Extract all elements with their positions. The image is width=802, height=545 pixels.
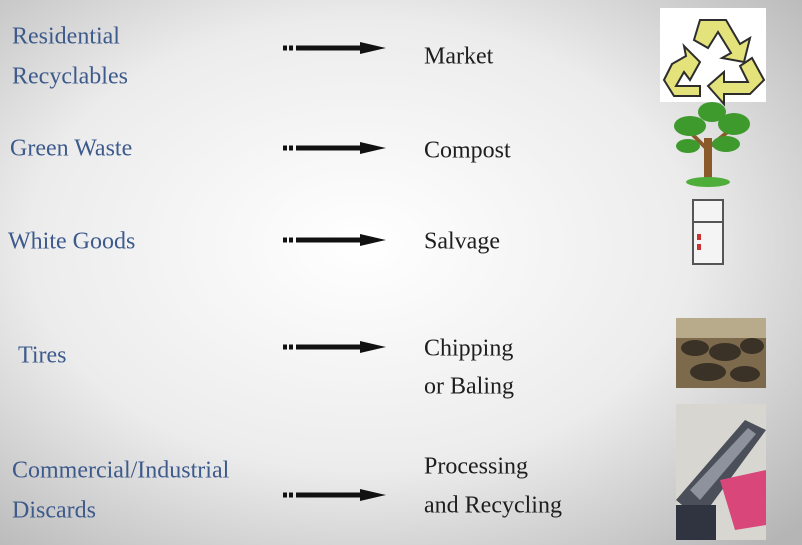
destination-label: Salvage: [424, 229, 500, 255]
destination-label: Chipping: [424, 336, 513, 362]
slide: Residential Recyclables Market Green Waste C…: [0, 0, 802, 545]
recycle-icon: [660, 8, 766, 104]
processing-photo: [676, 404, 766, 540]
source-label: Tires: [18, 343, 66, 369]
destination-label: or Baling: [424, 374, 514, 400]
arrow-shaft: [296, 345, 362, 350]
destination-label: Compost: [424, 138, 511, 164]
arrow-shaft: [296, 493, 362, 498]
arrow-dash: [289, 345, 293, 350]
arrow-dash: [289, 146, 293, 151]
arrow-dash: [283, 345, 287, 350]
arrow-dash: [289, 493, 293, 498]
arrow-dash: [283, 238, 287, 243]
arrow-dash: [289, 238, 293, 243]
source-label: White Goods: [8, 229, 135, 255]
source-label: Residential: [12, 24, 120, 50]
destination-label: Processing: [424, 454, 528, 480]
arrow-shaft: [296, 146, 362, 151]
page: {"rows": [ {"source": ["Residential", "R…: [0, 0, 802, 545]
arrow-shaft: [296, 238, 362, 243]
source-label: Commercial/Industrial: [12, 458, 230, 484]
source-label: Recyclables: [12, 64, 128, 90]
destination-label: Market: [424, 44, 494, 70]
destination-label: and Recycling: [424, 493, 562, 519]
arrow-dash: [283, 493, 287, 498]
fridge-icon: [693, 200, 723, 264]
source-label: Discards: [12, 498, 96, 524]
source-label: Green Waste: [10, 136, 132, 162]
arrow-dash: [283, 46, 287, 51]
arrow-dash: [283, 146, 287, 151]
arrow-shaft: [296, 46, 362, 51]
tires-photo: [676, 318, 766, 388]
arrow-dash: [289, 46, 293, 51]
